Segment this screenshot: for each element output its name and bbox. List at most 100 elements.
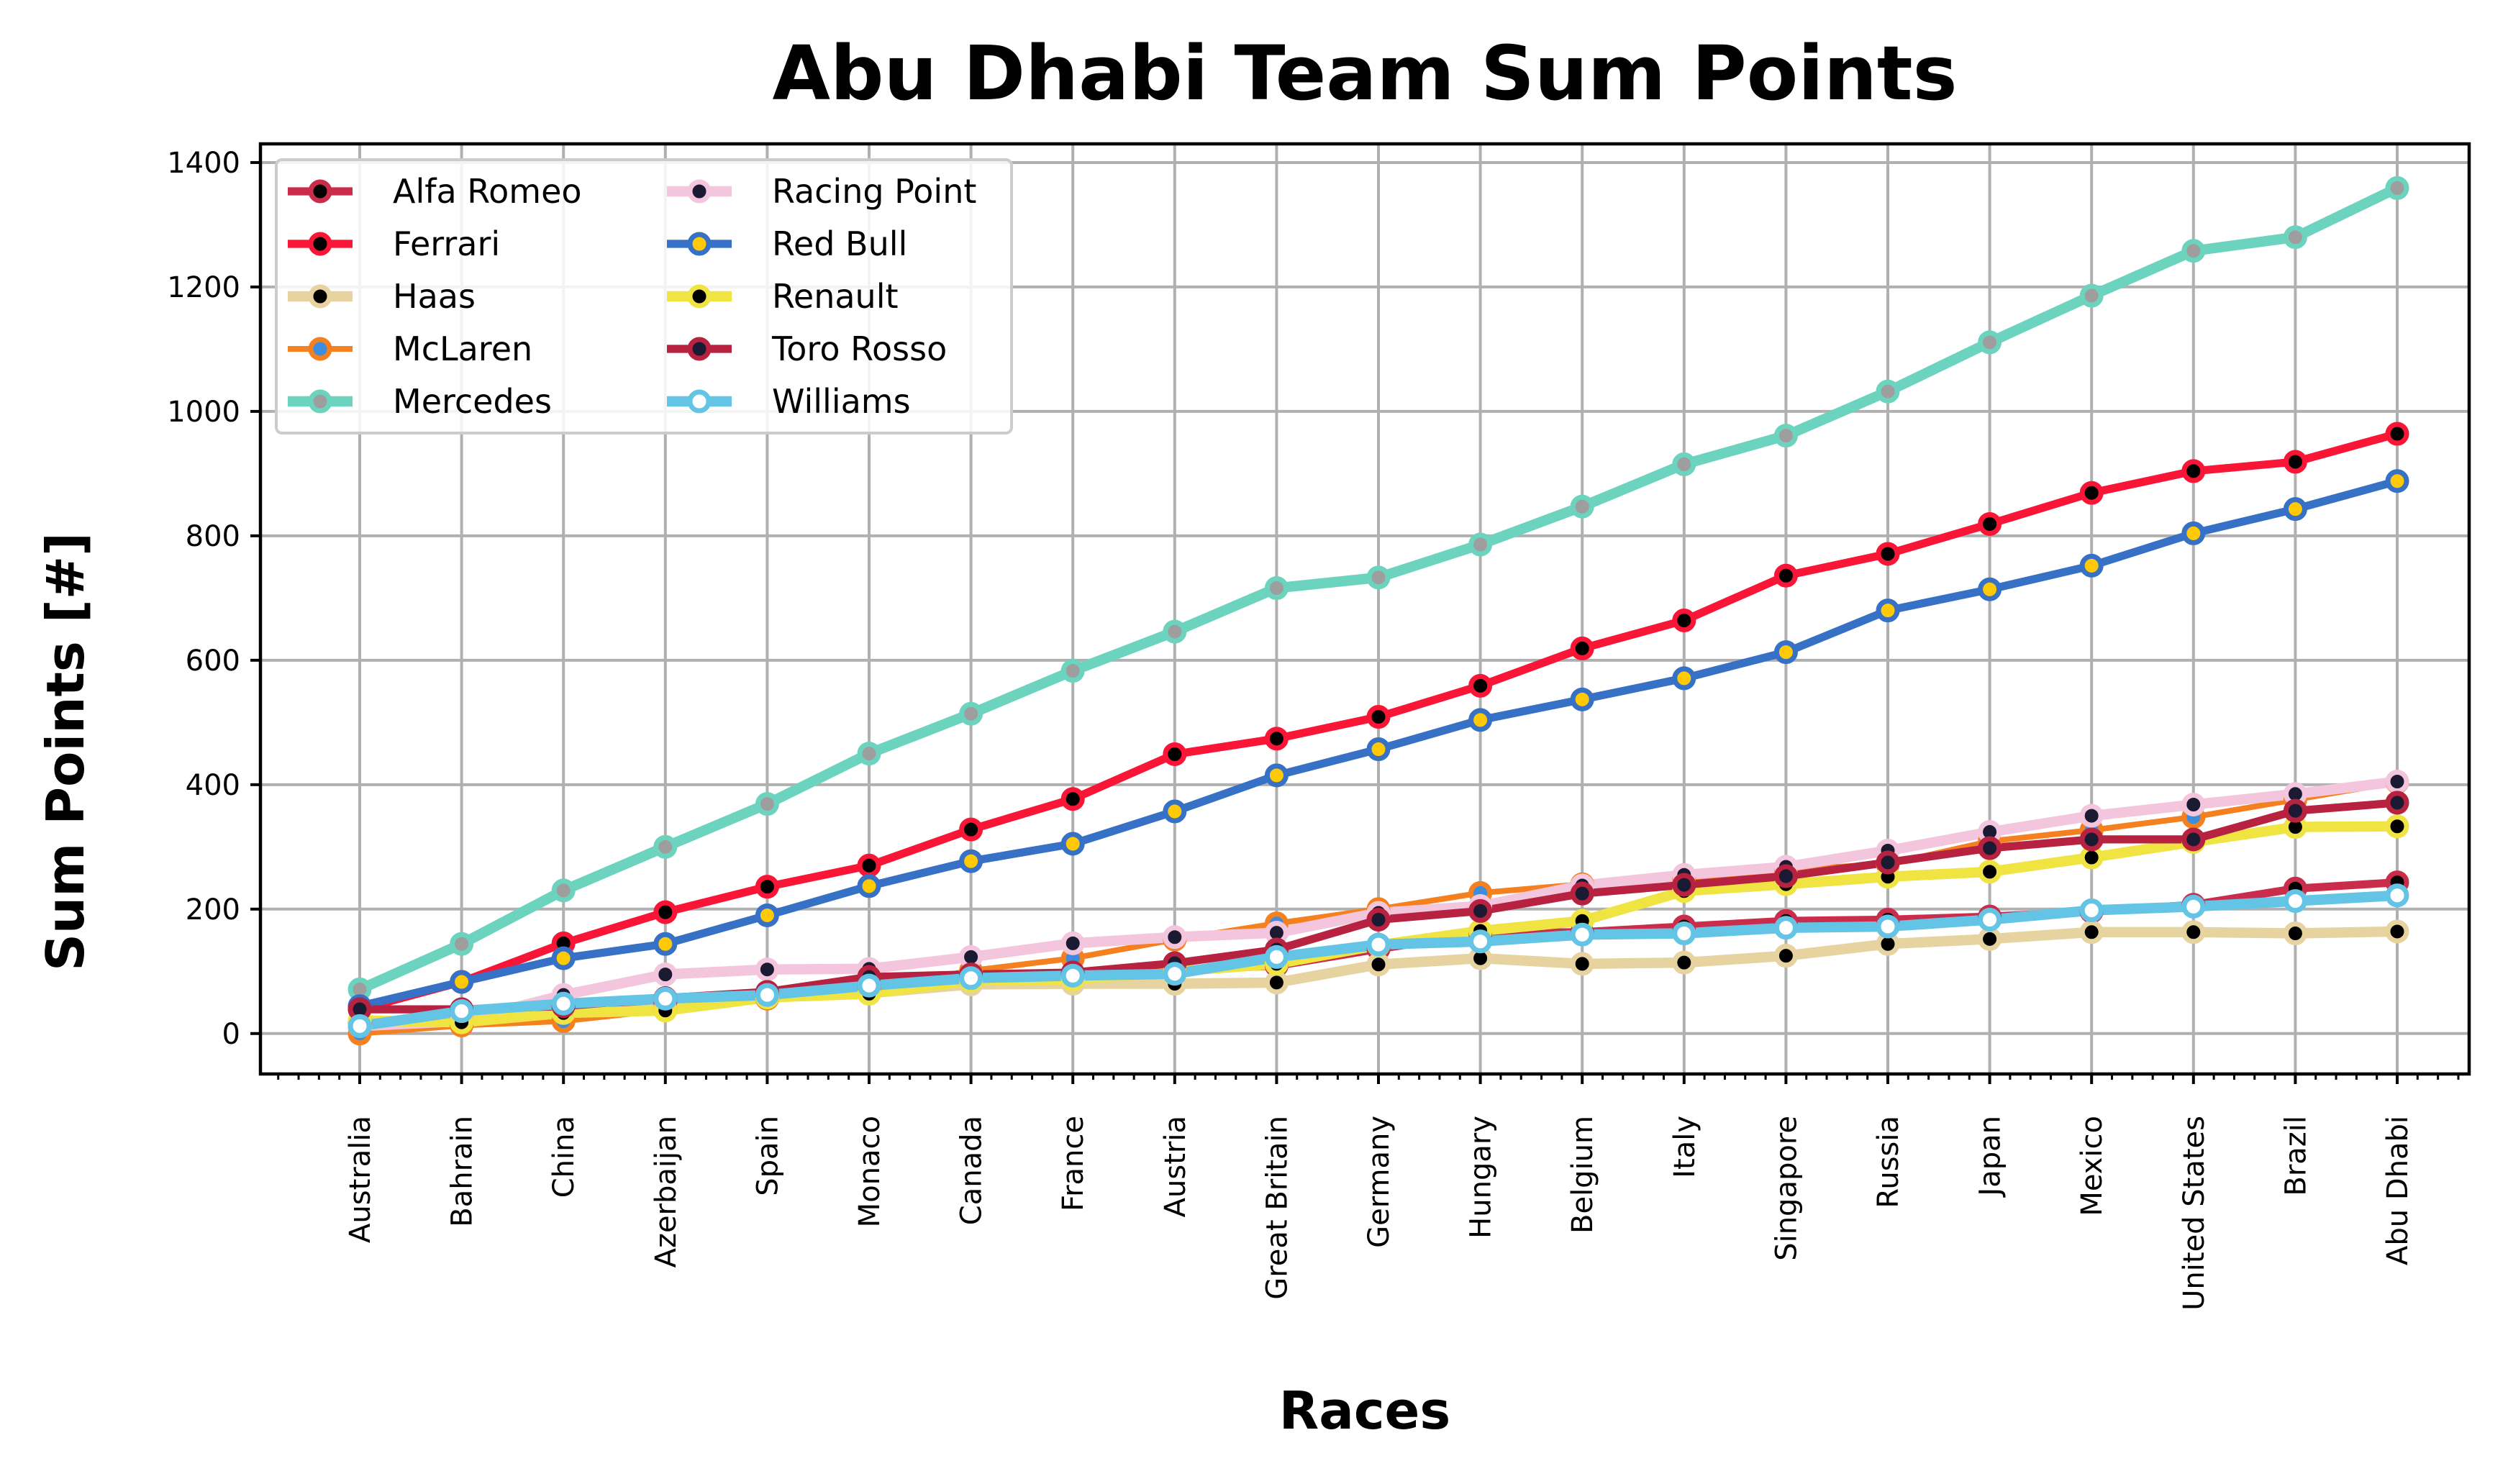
data-point-ferrari	[2079, 481, 2104, 505]
data-point-mercedes	[2283, 225, 2307, 250]
data-point-red-bull	[450, 970, 474, 994]
data-point-ferrari	[2385, 422, 2409, 446]
x-tick-label: Monaco	[853, 1116, 886, 1227]
legend-marker-mercedes	[308, 389, 332, 414]
y-tick-label: 1200	[167, 271, 240, 304]
x-tick-label: Australia	[344, 1116, 377, 1243]
legend-label-williams: Williams	[772, 382, 911, 421]
data-point-mercedes	[1672, 452, 1696, 476]
data-point-williams	[857, 973, 881, 998]
data-point-red-bull	[857, 874, 881, 898]
data-point-renault	[1978, 860, 2002, 884]
data-point-williams	[347, 1014, 372, 1038]
data-point-mercedes	[1264, 576, 1289, 601]
data-point-racing-point	[755, 957, 779, 982]
data-point-mercedes	[755, 792, 779, 816]
x-tick-label: Mexico	[2076, 1116, 2109, 1216]
data-point-williams	[1366, 932, 1391, 957]
data-point-williams	[653, 986, 678, 1011]
x-tick-label: Azerbaijan	[650, 1116, 683, 1267]
data-point-williams	[1060, 963, 1085, 988]
data-point-ferrari	[1876, 542, 1900, 566]
data-point-red-bull	[2079, 553, 2104, 578]
data-point-mercedes	[1773, 424, 1798, 448]
y-tick-label: 200	[186, 893, 240, 927]
plot-frame	[258, 142, 2471, 1076]
data-point-racing-point	[653, 962, 678, 987]
data-point-mercedes	[1570, 494, 1594, 519]
data-point-red-bull	[1570, 687, 1594, 711]
y-axis-label: Sum Points [#]	[35, 532, 96, 971]
y-tick-label: 1400	[167, 147, 240, 180]
data-point-racing-point	[2385, 770, 2409, 794]
data-point-red-bull	[551, 946, 576, 970]
data-point-williams	[2283, 889, 2307, 914]
data-point-williams	[1264, 944, 1289, 969]
x-tick-label: France	[1057, 1116, 1090, 1211]
data-point-red-bull	[2283, 497, 2307, 522]
data-point-red-bull	[1876, 598, 1900, 623]
data-point-haas	[1366, 952, 1391, 977]
x-tick-label: Spain	[751, 1116, 784, 1196]
data-point-red-bull	[1773, 640, 1798, 665]
axes: 0 200 400 600 800 1000 1200 1400 Australia Bahrai…	[167, 142, 2471, 1311]
data-point-red-bull	[2181, 521, 2206, 545]
data-point-red-bull	[1672, 666, 1696, 691]
data-point-mercedes	[2385, 176, 2409, 200]
data-point-williams	[1570, 922, 1594, 947]
data-point-mercedes	[857, 742, 881, 766]
legend: Alfa Romeo Ferrari Haas McLaren Mercedes Raci…	[275, 158, 1013, 434]
data-point-ferrari	[1060, 787, 1085, 811]
data-point-haas	[1978, 927, 2002, 951]
legend-label-mclaren: McLaren	[393, 329, 532, 368]
data-point-mercedes	[653, 834, 678, 859]
data-point-red-bull	[959, 849, 983, 873]
x-tick-label: Italy	[1668, 1116, 1701, 1178]
data-point-red-bull	[1163, 799, 1187, 824]
data-point-haas	[1264, 970, 1289, 995]
data-point-williams	[1672, 921, 1696, 946]
x-tick-label: Russia	[1872, 1116, 1905, 1208]
data-point-ferrari	[1366, 705, 1391, 729]
data-point-toro-rosso	[1876, 850, 1900, 875]
data-point-mercedes	[1876, 379, 1900, 404]
legend-label-haas: Haas	[393, 277, 476, 316]
data-point-mercedes	[450, 932, 474, 956]
data-point-racing-point	[1060, 931, 1085, 955]
data-point-haas	[2385, 919, 2409, 944]
x-tick-label: Germany	[1363, 1116, 1396, 1248]
data-point-toro-rosso	[1978, 836, 2002, 860]
x-tick-label: Hungary	[1465, 1116, 1498, 1239]
data-point-williams	[1163, 962, 1187, 986]
data-point-ferrari	[959, 817, 983, 842]
x-tick-label: Brazil	[2279, 1116, 2312, 1196]
x-tick-label: Japan	[1974, 1116, 2007, 1198]
data-point-toro-rosso	[1672, 873, 1696, 897]
y-tick-label: 400	[186, 769, 240, 802]
legend-marker-mclaren	[308, 337, 332, 361]
legend-label-toro-rosso: Toro Rosso	[771, 329, 947, 368]
data-point-mercedes	[1163, 619, 1187, 644]
data-point-haas	[1672, 950, 1696, 975]
legend-label-racing-point: Racing Point	[772, 172, 976, 211]
x-tick-label: United States	[2178, 1116, 2211, 1311]
data-point-red-bull	[1978, 577, 2002, 601]
data-point-haas	[2079, 920, 2104, 944]
y-tick-label: 0	[222, 1018, 240, 1051]
data-point-haas	[2181, 920, 2206, 944]
data-point-haas	[2283, 921, 2307, 946]
data-point-red-bull	[755, 903, 779, 927]
chart-title: Abu Dhabi Team Sum Points	[773, 29, 1958, 117]
data-point-red-bull	[653, 932, 678, 956]
x-tick-label: Bahrain	[446, 1116, 479, 1227]
data-point-williams	[2079, 898, 2104, 923]
data-point-mercedes	[2181, 239, 2206, 263]
legend-label-red-bull: Red Bull	[772, 224, 907, 263]
data-point-racing-point	[2181, 793, 2206, 817]
data-point-toro-rosso	[1468, 898, 1493, 923]
data-point-ferrari	[1264, 727, 1289, 751]
x-tick-label: Belgium	[1566, 1116, 1599, 1234]
legend-marker-toro-rosso	[687, 337, 712, 361]
series-layer	[347, 176, 2409, 1046]
